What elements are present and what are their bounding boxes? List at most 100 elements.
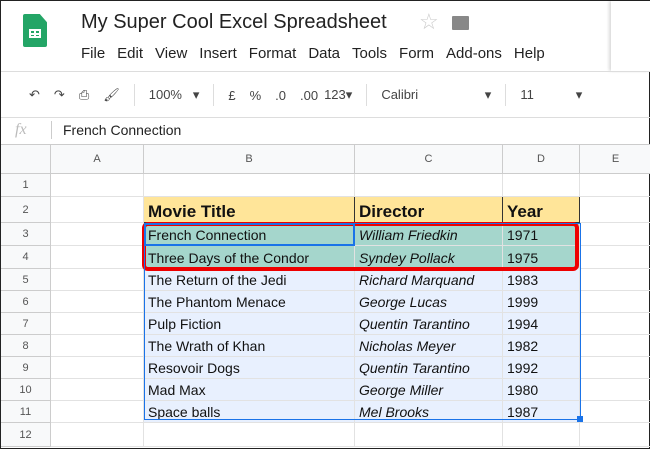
cell-C11[interactable]: Mel Brooks bbox=[355, 401, 503, 423]
sheets-logo[interactable] bbox=[23, 14, 47, 47]
formula-input[interactable]: French Connection bbox=[63, 122, 182, 138]
cell-B7[interactable]: Pulp Fiction bbox=[144, 313, 355, 335]
cell-B11[interactable]: Space balls bbox=[144, 401, 355, 423]
cell-E10[interactable] bbox=[580, 379, 650, 401]
cell-A8[interactable] bbox=[51, 335, 144, 357]
star-icon[interactable]: ☆ bbox=[419, 9, 439, 34]
cell-E2[interactable] bbox=[580, 197, 650, 223]
cell-B6[interactable]: The Phantom Menace bbox=[144, 291, 355, 313]
zoom-select[interactable]: 100% ▾ bbox=[149, 87, 200, 103]
cell-B9[interactable]: Resovoir Dogs bbox=[144, 357, 355, 379]
row-header-11[interactable]: 11 bbox=[1, 401, 51, 423]
cell-E11[interactable] bbox=[580, 401, 650, 423]
menu-view[interactable]: View bbox=[155, 45, 188, 62]
cell-C10[interactable]: George Miller bbox=[355, 379, 503, 401]
cell-A10[interactable] bbox=[51, 379, 144, 401]
cell-A11[interactable] bbox=[51, 401, 144, 423]
cell-A4[interactable] bbox=[51, 246, 144, 269]
cell-D4[interactable]: 1975 bbox=[503, 246, 580, 269]
fill-handle[interactable] bbox=[577, 416, 583, 422]
menu-data[interactable]: Data bbox=[308, 45, 340, 62]
row-header-9[interactable]: 9 bbox=[1, 357, 51, 379]
document-title[interactable]: My Super Cool Excel Spreadsheet bbox=[81, 11, 387, 33]
cell-E12[interactable] bbox=[580, 423, 650, 447]
cell-C4[interactable]: Syndey Pollack bbox=[355, 246, 503, 269]
menu-form[interactable]: Form bbox=[399, 45, 435, 62]
cell-D1[interactable] bbox=[503, 174, 580, 197]
cell-B4[interactable]: Three Days of the Condor bbox=[144, 246, 355, 269]
cell-B2[interactable]: Movie Title bbox=[144, 197, 355, 223]
select-all-corner[interactable] bbox=[1, 145, 51, 174]
cell-B1[interactable] bbox=[144, 174, 355, 197]
cell-A1[interactable] bbox=[51, 174, 144, 197]
currency-button[interactable]: £ bbox=[228, 87, 236, 103]
row-header-3[interactable]: 3 bbox=[1, 223, 51, 246]
cell-C8[interactable]: Nicholas Meyer bbox=[355, 335, 503, 357]
cell-D9[interactable]: 1992 bbox=[503, 357, 580, 379]
cell-D2[interactable]: Year bbox=[503, 197, 580, 223]
row-header-8[interactable]: 8 bbox=[1, 335, 51, 357]
cell-D5[interactable]: 1983 bbox=[503, 269, 580, 291]
cell-C1[interactable] bbox=[355, 174, 503, 197]
row-header-4[interactable]: 4 bbox=[1, 246, 51, 269]
menu-file[interactable]: File bbox=[81, 45, 106, 62]
row-header-6[interactable]: 6 bbox=[1, 291, 51, 313]
cell-A3[interactable] bbox=[51, 223, 144, 246]
cell-E1[interactable] bbox=[580, 174, 650, 197]
cell-E6[interactable] bbox=[580, 291, 650, 313]
cell-D8[interactable]: 1982 bbox=[503, 335, 580, 357]
cell-B8[interactable]: The Wrath of Khan bbox=[144, 335, 355, 357]
column-header-C[interactable]: C bbox=[355, 145, 503, 174]
cell-B10[interactable]: Mad Max bbox=[144, 379, 355, 401]
column-header-D[interactable]: D bbox=[503, 145, 580, 174]
cell-A2[interactable] bbox=[51, 197, 144, 223]
row-header-2[interactable]: 2 bbox=[1, 197, 51, 223]
percent-button[interactable]: % bbox=[249, 87, 262, 103]
redo-icon[interactable]: ↷ bbox=[53, 87, 65, 102]
cell-C5[interactable]: Richard Marquand bbox=[355, 269, 503, 291]
cell-A5[interactable] bbox=[51, 269, 144, 291]
menu-add-ons[interactable]: Add-ons bbox=[446, 45, 502, 62]
cell-D11[interactable]: 1987 bbox=[503, 401, 580, 423]
cell-D7[interactable]: 1994 bbox=[503, 313, 580, 335]
column-header-B[interactable]: B bbox=[144, 145, 355, 174]
menu-format[interactable]: Format bbox=[248, 45, 297, 62]
cell-A12[interactable] bbox=[51, 423, 144, 447]
cell-A7[interactable] bbox=[51, 313, 144, 335]
font-size-select[interactable]: 11 ▾ bbox=[520, 87, 582, 103]
menu-insert[interactable]: Insert bbox=[199, 45, 237, 62]
cell-E5[interactable] bbox=[580, 269, 650, 291]
cell-C9[interactable]: Quentin Tarantino bbox=[355, 357, 503, 379]
cell-C2[interactable]: Director bbox=[355, 197, 503, 223]
cell-E8[interactable] bbox=[580, 335, 650, 357]
menu-help[interactable]: Help bbox=[513, 45, 545, 62]
print-icon[interactable]: ⎙ bbox=[78, 87, 90, 102]
cell-E4[interactable] bbox=[580, 246, 650, 269]
folder-icon[interactable] bbox=[452, 16, 469, 30]
menu-edit[interactable]: Edit bbox=[117, 45, 144, 62]
cell-E3[interactable] bbox=[580, 223, 650, 246]
cell-E9[interactable] bbox=[580, 357, 650, 379]
cell-C7[interactable]: Quentin Tarantino bbox=[355, 313, 503, 335]
cell-C12[interactable] bbox=[355, 423, 503, 447]
row-header-10[interactable]: 10 bbox=[1, 379, 51, 401]
cell-E7[interactable] bbox=[580, 313, 650, 335]
cell-A9[interactable] bbox=[51, 357, 144, 379]
paint-format-icon[interactable]: 🖌 bbox=[103, 87, 120, 102]
cell-B12[interactable] bbox=[144, 423, 355, 447]
cell-D10[interactable]: 1980 bbox=[503, 379, 580, 401]
cell-C3[interactable]: William Friedkin bbox=[355, 223, 503, 246]
column-header-A[interactable]: A bbox=[51, 145, 144, 174]
number-format-button[interactable]: 123▾ bbox=[324, 87, 352, 103]
row-header-12[interactable]: 12 bbox=[1, 423, 51, 447]
cell-D12[interactable] bbox=[503, 423, 580, 447]
increase-decimal-button[interactable]: .00 bbox=[300, 87, 319, 103]
cell-D6[interactable]: 1999 bbox=[503, 291, 580, 313]
cell-B5[interactable]: The Return of the Jedi bbox=[144, 269, 355, 291]
font-select[interactable]: Calibri ▾ bbox=[381, 87, 491, 103]
cell-B3[interactable]: French Connection bbox=[144, 223, 355, 246]
row-header-1[interactable]: 1 bbox=[1, 174, 51, 197]
row-header-7[interactable]: 7 bbox=[1, 313, 51, 335]
menu-tools[interactable]: Tools bbox=[352, 45, 388, 62]
row-header-5[interactable]: 5 bbox=[1, 269, 51, 291]
